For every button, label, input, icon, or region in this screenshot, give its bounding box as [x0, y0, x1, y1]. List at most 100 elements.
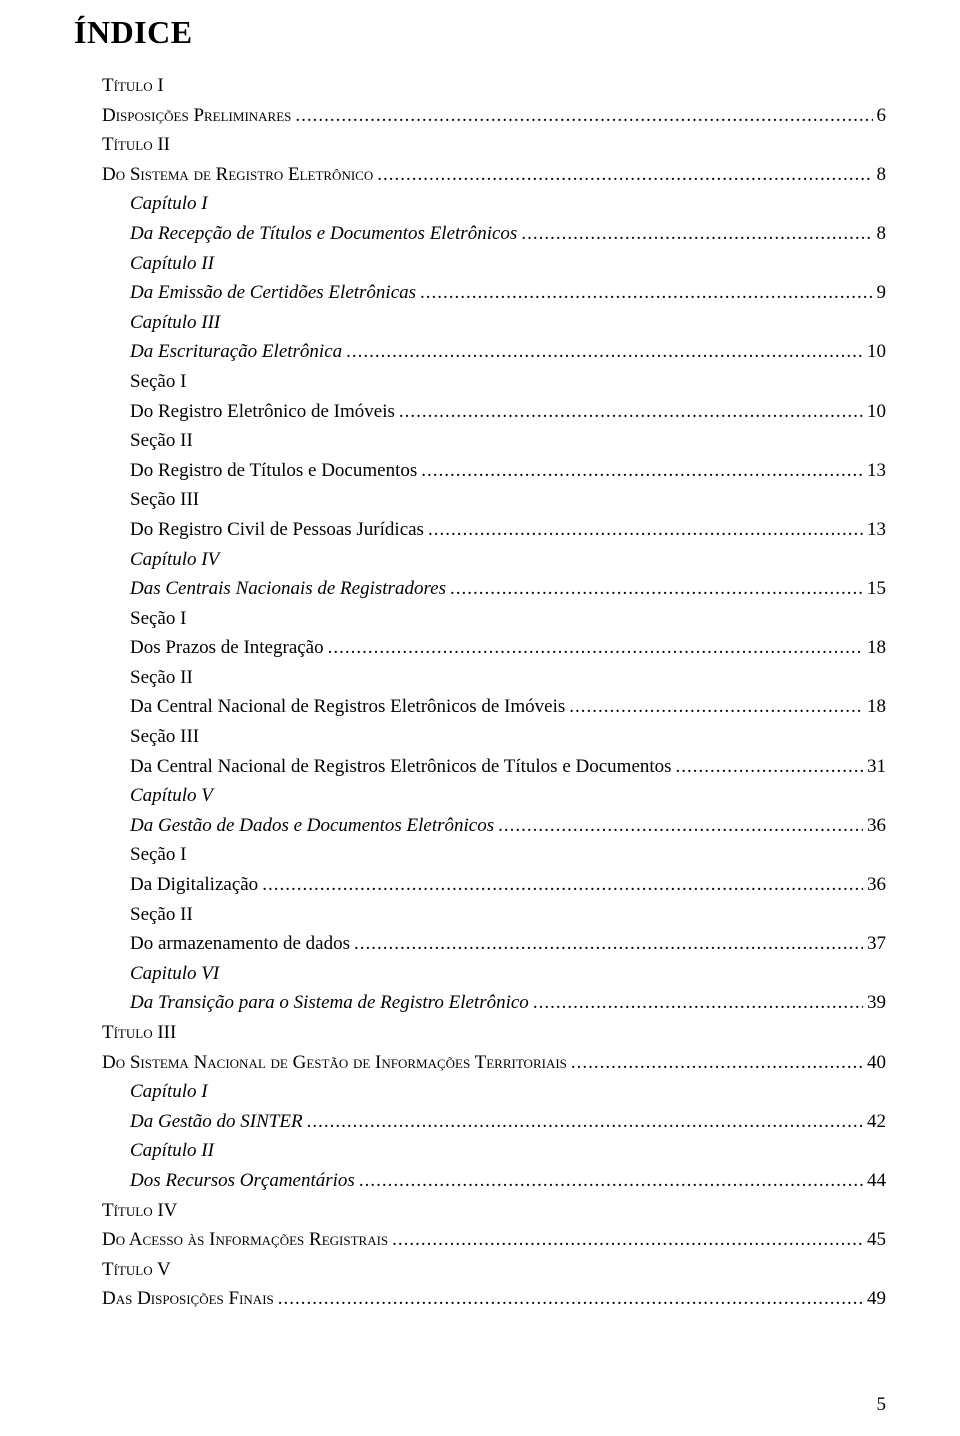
- toc-entry-label: Do Acesso às Informações Registrais: [102, 1227, 392, 1254]
- toc-entry: Do Sistema de Registro Eletrônico 8: [74, 162, 886, 189]
- toc-entry: Do armazenamento de dados 37: [74, 931, 886, 958]
- toc-entry-label: Da Emissão de Certidões Eletrônicas: [130, 280, 420, 307]
- toc-entry: Capítulo III: [74, 310, 886, 337]
- toc-entry-page: 31: [863, 754, 886, 781]
- toc-entry: Dos Prazos de Integração18: [74, 635, 886, 662]
- toc-entry: Capítulo IV: [74, 547, 886, 574]
- toc-entry-label: Da Recepção de Títulos e Documentos Elet…: [130, 221, 521, 248]
- toc-entry-label: Da Central Nacional de Registros Eletrôn…: [130, 754, 676, 781]
- toc-entry-page: 10: [863, 399, 886, 426]
- toc-entry: Da Gestão de Dados e Documentos Eletrôni…: [74, 813, 886, 840]
- toc-entry-page: 44: [863, 1168, 886, 1195]
- toc-entry-label: Da Transição para o Sistema de Registro …: [130, 990, 533, 1017]
- toc-entry: Da Transição para o Sistema de Registro …: [74, 990, 886, 1017]
- toc-entry-page: 13: [863, 517, 886, 544]
- toc-entry: Do Registro Eletrônico de Imóveis10: [74, 399, 886, 426]
- toc-entry-label: Capítulo II: [130, 1138, 218, 1165]
- toc-dots: [346, 339, 863, 366]
- toc-entry: Da Central Nacional de Registros Eletrôn…: [74, 694, 886, 721]
- toc-dots: [498, 813, 863, 840]
- toc-entry: Capitulo VI: [74, 961, 886, 988]
- toc-entry: Capítulo II: [74, 251, 886, 278]
- toc-entry-label: Do Sistema de Registro Eletrônico: [102, 162, 377, 189]
- toc-entry-label: Seção III: [130, 487, 203, 514]
- toc-entry: Da Digitalização36: [74, 872, 886, 899]
- toc-entry-label: Do Registro de Títulos e Documentos: [130, 458, 421, 485]
- toc-entry-label: Capítulo IV: [130, 547, 223, 574]
- toc-entry-label: Do Registro Civil de Pessoas Jurídicas: [130, 517, 428, 544]
- toc-entry-label: Capítulo I: [130, 191, 212, 218]
- toc-entry-page: 37: [863, 931, 886, 958]
- toc-entry-label: Do Sistema Nacional de Gestão de Informa…: [102, 1050, 571, 1077]
- toc-entry-label: Seção III: [130, 724, 203, 751]
- toc-entry-label: Dos Recursos Orçamentários: [130, 1168, 359, 1195]
- toc-entry-label: Disposições Preliminares: [102, 103, 295, 130]
- toc-entry: Seção II: [74, 428, 886, 455]
- toc-dots: [421, 458, 863, 485]
- toc-entry-label: Seção I: [130, 606, 190, 633]
- toc-entry-label: Título IV: [102, 1198, 181, 1225]
- toc-entry-page: 36: [863, 872, 886, 899]
- toc-dots: [420, 280, 872, 307]
- toc-entry-page: 39: [863, 990, 886, 1017]
- toc-entry-page: 36: [863, 813, 886, 840]
- toc-entry: Dos Recursos Orçamentários 44: [74, 1168, 886, 1195]
- toc-entry-label: Dos Prazos de Integração: [130, 635, 328, 662]
- toc-dots: [571, 1050, 863, 1077]
- toc-entry-label: Das Disposições Finais: [102, 1286, 278, 1313]
- toc-entry-label: Capitulo VI: [130, 961, 223, 988]
- toc-entry: Da Escrituração Eletrônica10: [74, 339, 886, 366]
- toc-list: Título IDisposições Preliminares6Título …: [74, 73, 886, 1313]
- toc-entry-page: 42: [863, 1109, 886, 1136]
- toc-entry: Título II: [74, 132, 886, 159]
- toc-entry-page: 13: [863, 458, 886, 485]
- toc-entry: Seção II: [74, 902, 886, 929]
- toc-entry: Da Recepção de Títulos e Documentos Elet…: [74, 221, 886, 248]
- toc-entry-page: 49: [863, 1286, 886, 1313]
- toc-entry: Das Disposições Finais 49: [74, 1286, 886, 1313]
- toc-entry-label: Do armazenamento de dados: [130, 931, 354, 958]
- toc-entry: Seção I: [74, 369, 886, 396]
- toc-entry-label: Da Central Nacional de Registros Eletrôn…: [130, 694, 569, 721]
- toc-entry: Capítulo I: [74, 1079, 886, 1106]
- toc-entry: Capítulo I: [74, 191, 886, 218]
- toc-dots: [428, 517, 863, 544]
- toc-dots: [377, 162, 872, 189]
- toc-entry: Da Gestão do SINTER 42: [74, 1109, 886, 1136]
- toc-entry-page: 8: [873, 162, 887, 189]
- toc-entry-label: Seção II: [130, 902, 197, 929]
- toc-dots: [676, 754, 863, 781]
- toc-dots: [295, 103, 872, 130]
- toc-entry: Do Acesso às Informações Registrais 45: [74, 1227, 886, 1254]
- toc-entry: Título I: [74, 73, 886, 100]
- toc-entry: Das Centrais Nacionais de Registradores 1…: [74, 576, 886, 603]
- toc-entry: Seção I: [74, 842, 886, 869]
- toc-dots: [307, 1109, 863, 1136]
- toc-entry: Do Sistema Nacional de Gestão de Informa…: [74, 1050, 886, 1077]
- toc-dots: [533, 990, 863, 1017]
- toc-entry: Seção II: [74, 665, 886, 692]
- toc-entry: Do Registro Civil de Pessoas Jurídicas 13: [74, 517, 886, 544]
- toc-entry: Capítulo V: [74, 783, 886, 810]
- toc-entry-label: Título III: [102, 1020, 180, 1047]
- toc-entry-page: 45: [863, 1227, 886, 1254]
- toc-entry-label: Capítulo III: [130, 310, 224, 337]
- page-number: 5: [877, 1394, 887, 1416]
- toc-entry-label: Título II: [102, 132, 174, 159]
- toc-entry-label: Seção I: [130, 369, 190, 396]
- toc-entry-label: Das Centrais Nacionais de Registradores: [130, 576, 450, 603]
- toc-dots: [521, 221, 872, 248]
- toc-entry-label: Capítulo V: [130, 783, 217, 810]
- toc-entry-page: 40: [863, 1050, 886, 1077]
- toc-dots: [262, 872, 863, 899]
- toc-entry-page: 9: [873, 280, 887, 307]
- toc-entry-label: Seção II: [130, 665, 197, 692]
- page: ÍNDICE Título IDisposições Preliminares6…: [0, 0, 960, 1436]
- toc-entry: Seção I: [74, 606, 886, 633]
- toc-entry-page: 18: [863, 694, 886, 721]
- toc-entry-page: 15: [863, 576, 886, 603]
- toc-entry-label: Da Gestão do SINTER: [130, 1109, 307, 1136]
- toc-entry-label: Seção I: [130, 842, 190, 869]
- toc-entry-label: Título V: [102, 1257, 175, 1284]
- toc-entry: Título III: [74, 1020, 886, 1047]
